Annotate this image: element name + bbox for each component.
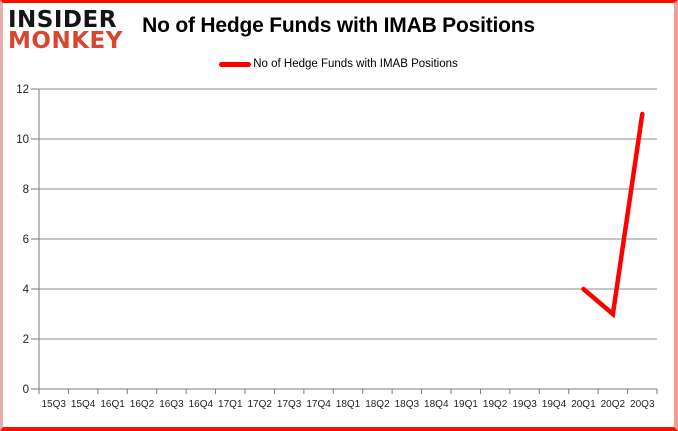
- logo-text-insider: INSIDER: [8, 7, 117, 33]
- chart-title: No of Hedge Funds with IMAB Positions: [142, 14, 535, 37]
- x-axis-label: 17Q2: [247, 399, 272, 410]
- insider-monkey-logo: INSIDER MONKEY: [8, 7, 123, 55]
- x-axis-label: 16Q2: [130, 399, 155, 410]
- x-axis-label: 16Q3: [159, 399, 184, 410]
- x-axis-label: 17Q4: [306, 399, 331, 410]
- x-axis-label: 19Q2: [483, 399, 508, 410]
- legend-label: No of Hedge Funds with IMAB Positions: [253, 58, 458, 70]
- x-axis-label: 18Q2: [365, 399, 390, 410]
- x-axis-label: 19Q1: [453, 399, 478, 410]
- logo-text-monkey: MONKEY: [8, 28, 123, 55]
- x-axis-label: 16Q4: [189, 399, 214, 410]
- x-axis-label: 17Q3: [277, 399, 302, 410]
- y-axis-label: 8: [23, 184, 29, 196]
- x-axis-label: 18Q3: [395, 399, 420, 410]
- x-axis-label: 20Q2: [601, 399, 626, 410]
- x-axis-label: 16Q1: [100, 399, 125, 410]
- y-axis-label: 0: [23, 384, 29, 396]
- y-axis-label: 6: [23, 234, 29, 246]
- x-axis-label: 18Q1: [336, 399, 361, 410]
- x-axis-label: 15Q4: [71, 399, 96, 410]
- x-axis-label: 17Q1: [218, 399, 243, 410]
- data-series-line: [581, 111, 645, 319]
- line-chart: 0 2 4 6 8 10 12 15Q3 15Q4 16Q1 16Q2 16Q3 16Q4 17Q1 17Q…: [16, 84, 658, 410]
- legend: No of Hedge Funds with IMAB Positions: [3, 58, 674, 70]
- y-axis-label: 2: [23, 334, 29, 346]
- x-axis-label: 18Q4: [424, 399, 449, 410]
- x-axis-label: 20Q1: [571, 399, 596, 410]
- y-axis-label: 4: [23, 284, 30, 296]
- x-axis-label: 15Q3: [41, 399, 66, 410]
- x-axis-label: 20Q3: [630, 399, 655, 410]
- legend-line-swatch: [219, 61, 252, 67]
- x-axis-label: 19Q3: [512, 399, 537, 410]
- y-axis-label: 12: [16, 84, 29, 96]
- x-axis-label: 19Q4: [542, 399, 567, 410]
- y-axis-label: 10: [16, 134, 29, 146]
